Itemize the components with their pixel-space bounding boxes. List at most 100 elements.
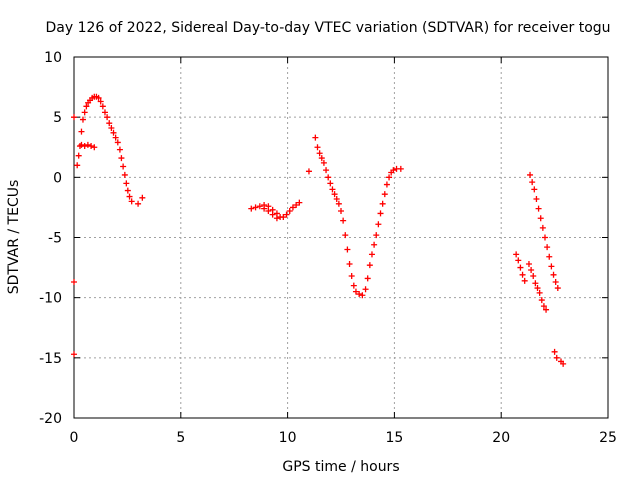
- data-point: [513, 251, 520, 258]
- data-point: [527, 171, 534, 178]
- y-tick-label: -15: [39, 351, 62, 367]
- data-point: [386, 174, 393, 181]
- data-point: [81, 143, 88, 150]
- data-point: [519, 271, 526, 278]
- data-point: [81, 109, 88, 116]
- y-tick-label: 0: [53, 170, 62, 186]
- data-point: [95, 94, 102, 101]
- data-point: [104, 114, 111, 121]
- data-points: [71, 93, 567, 367]
- data-point: [325, 174, 332, 181]
- data-point: [116, 146, 123, 153]
- data-point: [515, 257, 522, 264]
- data-point: [305, 168, 312, 175]
- data-point: [342, 232, 349, 239]
- data-point: [379, 200, 386, 207]
- data-point: [541, 234, 548, 241]
- data-point: [346, 260, 353, 267]
- data-point: [528, 266, 535, 273]
- data-point: [318, 155, 325, 162]
- x-axis-label: GPS time / hours: [282, 459, 399, 475]
- data-point: [338, 208, 344, 215]
- data-point: [531, 186, 538, 193]
- data-point: [331, 191, 338, 198]
- data-point: [286, 208, 293, 215]
- data-point: [78, 141, 85, 148]
- data-point: [112, 134, 119, 141]
- data-point: [532, 280, 539, 287]
- data-point: [530, 273, 537, 280]
- data-point: [314, 144, 321, 151]
- data-point: [335, 200, 342, 207]
- chart-title: Day 126 of 2022, Sidereal Day-to-day VTE…: [45, 20, 610, 36]
- data-point: [333, 195, 340, 202]
- y-tick-label: 10: [44, 50, 62, 66]
- y-tick-label: 5: [53, 110, 62, 126]
- data-point: [533, 195, 540, 202]
- data-point: [329, 186, 336, 193]
- data-point: [543, 306, 550, 313]
- data-point: [364, 275, 371, 282]
- data-point: [84, 141, 91, 148]
- data-point: [124, 187, 131, 194]
- data-point: [252, 204, 259, 211]
- data-point: [123, 180, 130, 187]
- data-point: [114, 139, 121, 146]
- data-point: [135, 200, 142, 207]
- data-point: [350, 282, 357, 289]
- data-point: [517, 264, 524, 271]
- data-point: [553, 354, 560, 361]
- data-point: [248, 205, 255, 212]
- x-tick-label: 10: [279, 430, 297, 446]
- y-tick-label: -20: [39, 411, 62, 427]
- data-point: [265, 208, 272, 215]
- data-point: [525, 260, 532, 267]
- data-point: [261, 205, 268, 212]
- data-point: [79, 116, 86, 123]
- data-point: [289, 204, 296, 211]
- data-point: [377, 210, 384, 217]
- data-point: [366, 262, 373, 269]
- data-point: [108, 124, 115, 131]
- data-point: [368, 251, 375, 258]
- data-point: [546, 253, 553, 260]
- data-point: [544, 244, 551, 251]
- data-point: [101, 109, 108, 116]
- data-point: [74, 162, 81, 169]
- data-point: [283, 211, 290, 218]
- data-point: [359, 292, 366, 299]
- data-point: [97, 98, 104, 105]
- data-point: [540, 303, 547, 310]
- data-point: [552, 279, 559, 286]
- data-point: [340, 217, 347, 224]
- grid: [74, 57, 608, 418]
- data-point: [273, 215, 280, 222]
- data-point: [320, 159, 327, 166]
- data-point: [91, 144, 98, 151]
- data-point: [316, 150, 323, 157]
- data-point: [269, 211, 276, 218]
- data-point: [348, 273, 355, 280]
- data-point: [88, 143, 95, 150]
- y-axis-label: SDTVAR / TECUs: [6, 180, 22, 295]
- data-point: [71, 351, 77, 358]
- y-tick-label: -10: [39, 291, 62, 307]
- data-point: [75, 152, 82, 159]
- data-point: [120, 163, 127, 170]
- data-point: [550, 271, 557, 278]
- data-point: [139, 194, 146, 201]
- data-point: [356, 291, 363, 298]
- data-point: [535, 205, 542, 212]
- x-tick-label: 20: [492, 430, 510, 446]
- data-point: [78, 128, 85, 135]
- data-point: [554, 285, 561, 292]
- data-point: [362, 286, 369, 293]
- data-point: [110, 129, 117, 136]
- data-point: [390, 167, 397, 174]
- data-point: [327, 180, 334, 187]
- data-point: [293, 202, 300, 209]
- data-point: [383, 181, 390, 188]
- axis-tick-labels: 0 5 10 15 20 25 -20 -15 -10 -5 0 5 10: [39, 50, 617, 446]
- data-point: [99, 103, 106, 110]
